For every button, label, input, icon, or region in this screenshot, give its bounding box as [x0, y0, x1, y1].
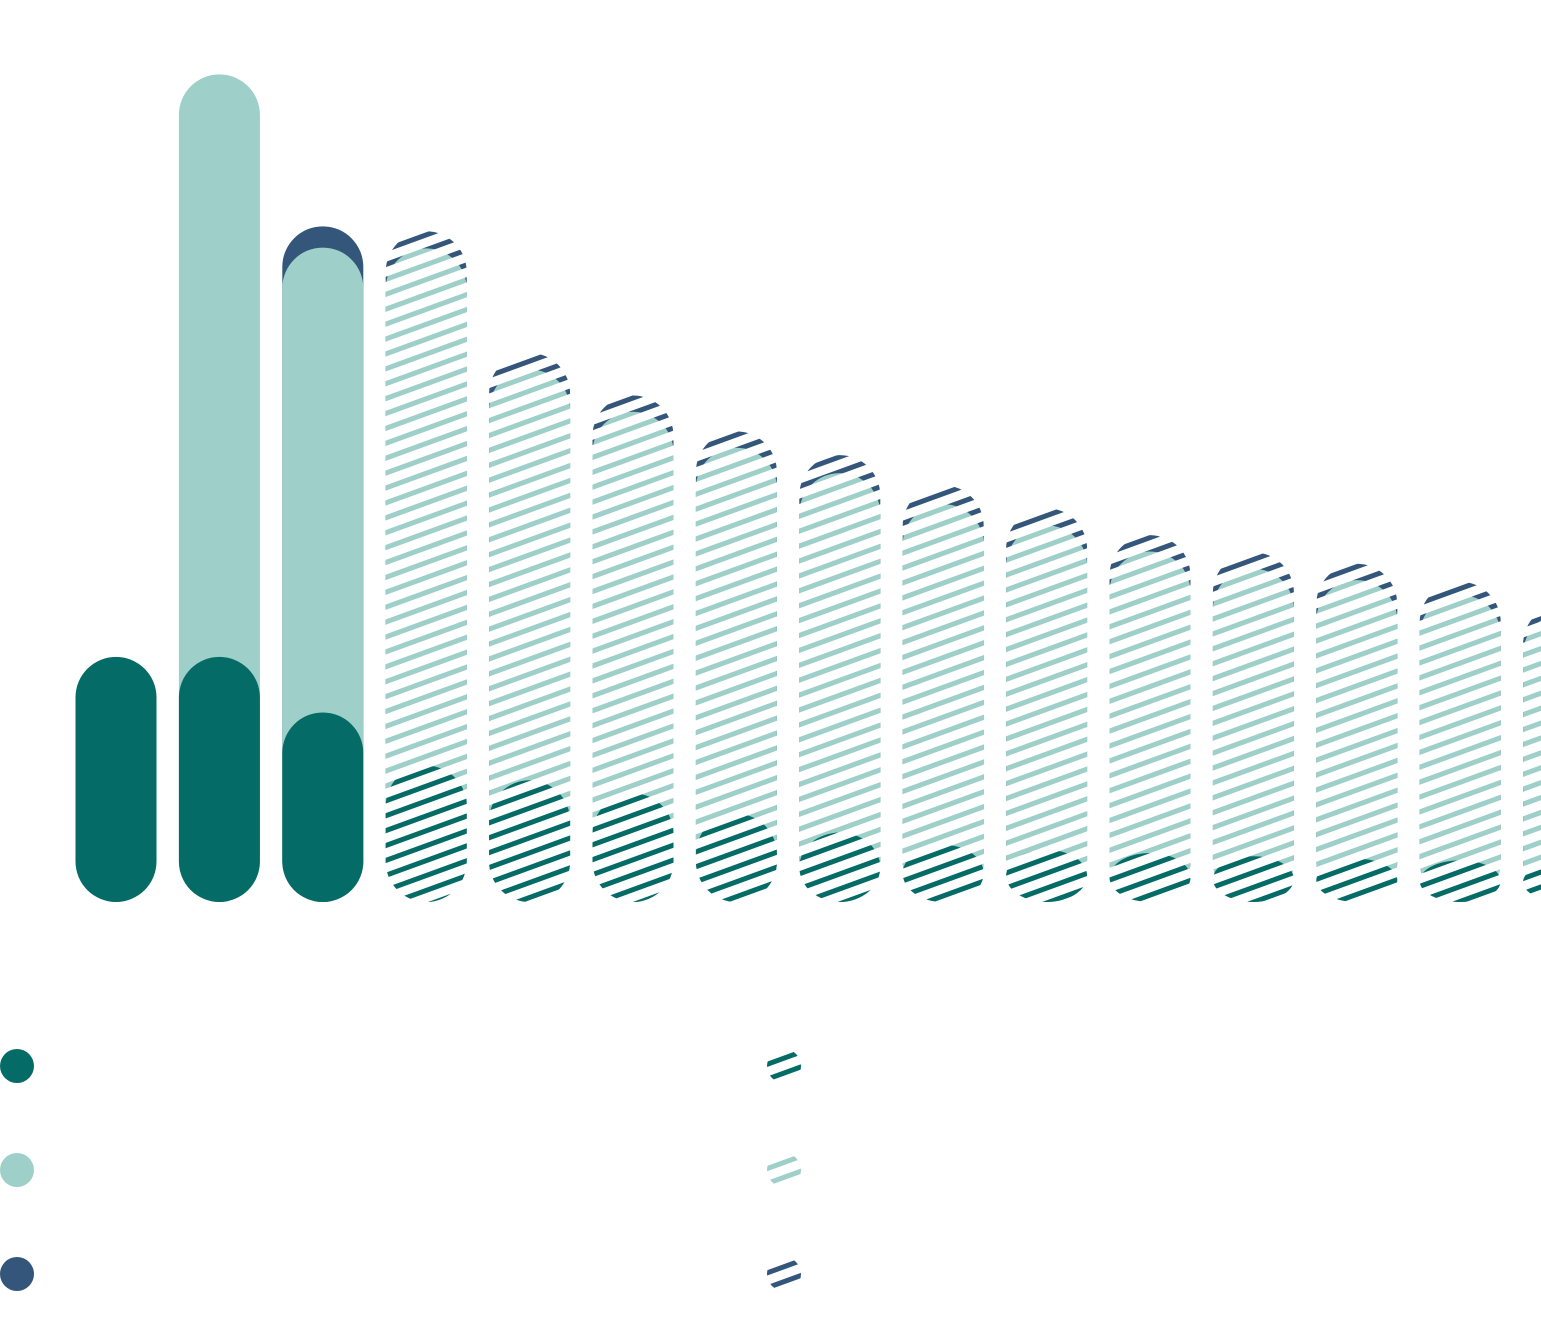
- bar-segment: [799, 473, 881, 902]
- bar-segment: [1109, 551, 1191, 902]
- bar-group: [1316, 563, 1398, 902]
- bar-segment: [75, 656, 157, 902]
- bar-segment: [1316, 580, 1398, 902]
- bar-segment: [902, 504, 984, 902]
- bar-group: [1212, 552, 1294, 902]
- legend-swatch: [767, 1257, 801, 1291]
- bar-segment: [385, 765, 467, 902]
- bar-group: [489, 352, 571, 902]
- bar-segment: [695, 813, 777, 902]
- bar-group: [1419, 581, 1501, 902]
- legend-swatch: [0, 1257, 34, 1291]
- bar-segment: [592, 411, 674, 902]
- bar-segment: [489, 369, 571, 902]
- legend-swatch: [767, 1049, 801, 1083]
- bar-segment: [1419, 860, 1501, 902]
- legend-swatch: [767, 1153, 801, 1187]
- bar-segment: [385, 248, 467, 902]
- legend-swatch: [0, 1049, 34, 1083]
- bar-segment: [1419, 594, 1501, 902]
- bar-group: [282, 226, 364, 902]
- bar-segment: [1523, 620, 1541, 896]
- bar-group: [1006, 508, 1088, 902]
- bar-segment: [902, 844, 984, 902]
- bar-segment: [1212, 568, 1294, 902]
- bar-group: [695, 431, 777, 902]
- bar-group: [592, 395, 674, 902]
- bar-group: [1523, 610, 1541, 899]
- bar-segment: [1212, 856, 1294, 902]
- bar-segment: [178, 656, 260, 902]
- bar-group: [799, 455, 881, 902]
- bar-segment: [282, 712, 364, 902]
- bar-group: [75, 656, 157, 902]
- bar-segment: [799, 832, 881, 902]
- legend: [0, 1049, 801, 1291]
- bar-segment: [592, 793, 674, 902]
- bar-group: [385, 231, 467, 903]
- bar-group: [178, 74, 260, 902]
- bar-segment: [1316, 858, 1398, 902]
- bar-segment: [1006, 849, 1088, 902]
- legend-swatch: [0, 1153, 34, 1187]
- bar-segment: [1006, 525, 1088, 902]
- bar-group: [1109, 535, 1191, 902]
- bar-segment: [489, 780, 571, 902]
- bar-group: [902, 485, 984, 902]
- bar-segment: [695, 447, 777, 902]
- bar-segment: [1523, 865, 1541, 899]
- bar-segment: [1109, 852, 1191, 902]
